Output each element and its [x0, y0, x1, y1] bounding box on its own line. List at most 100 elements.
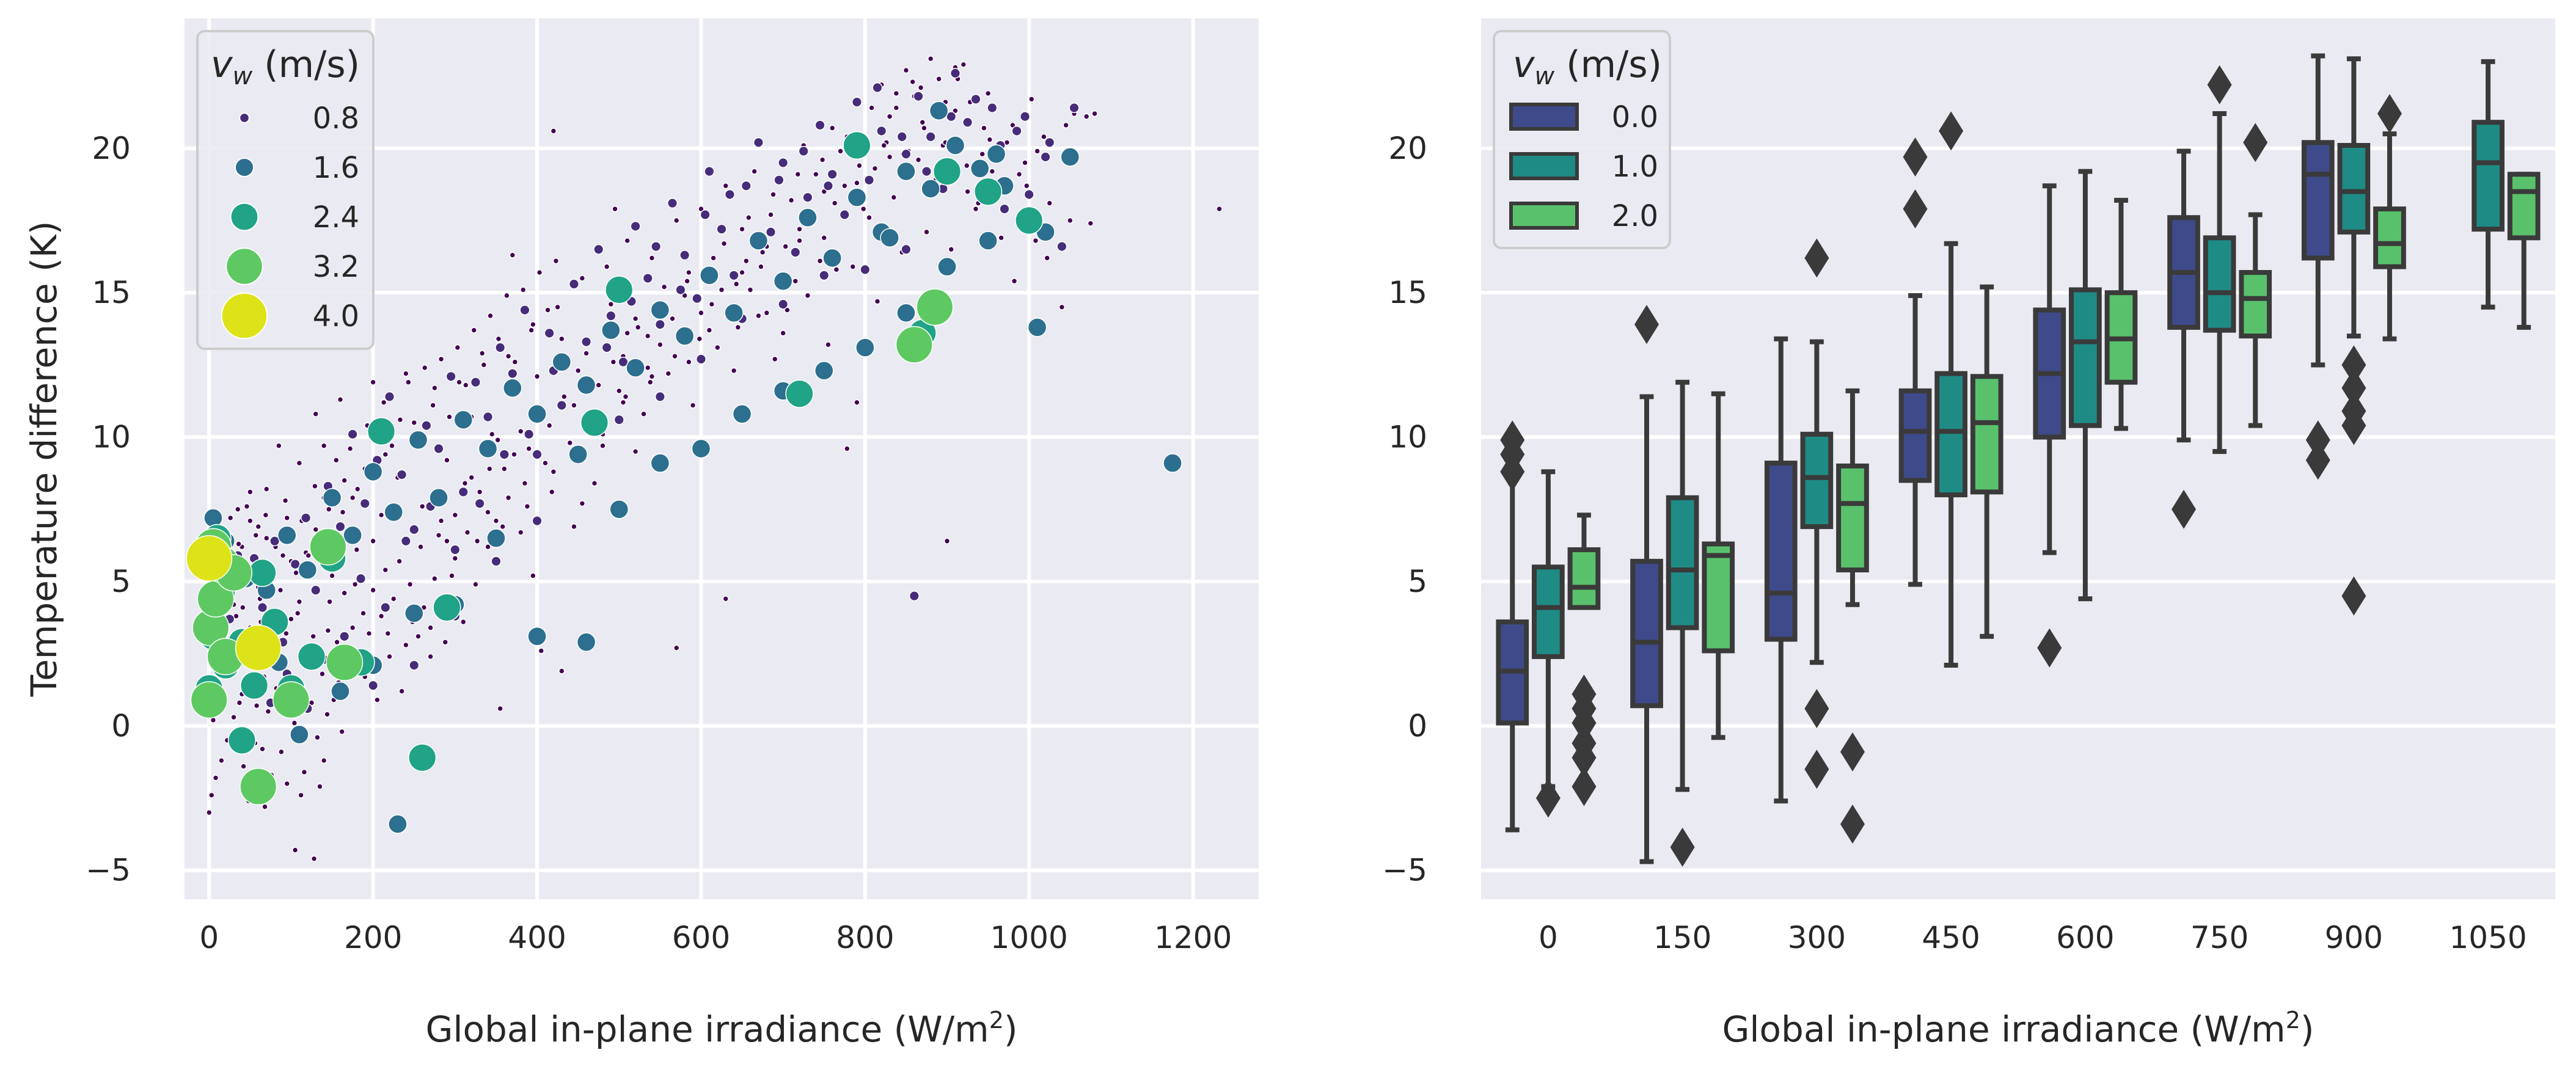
scatter-point [651, 241, 662, 252]
boxplot-box [1800, 431, 1834, 530]
scatter-point [528, 327, 535, 334]
scatter-point [1023, 189, 1034, 200]
scatter-point [298, 560, 318, 580]
scatter-point [650, 300, 670, 320]
boxplot-box-group [1764, 336, 1798, 804]
scatter-point [478, 439, 498, 459]
scatter-point [964, 188, 971, 195]
scatter-point [974, 177, 1003, 206]
scatter-point [692, 293, 703, 304]
scatter-point [796, 225, 803, 233]
scatter-point [741, 180, 752, 191]
boxplot-box-group [1836, 388, 1869, 844]
scatter-point [999, 203, 1010, 214]
boxplot-x-axis-label: Global in-plane irradiance (W/m2) [1722, 1007, 2314, 1050]
scatter-point [1060, 147, 1080, 167]
scatter-point [895, 326, 933, 363]
boxplot-y-tick-label: 5 [1408, 564, 1427, 599]
scatter-point [495, 342, 506, 353]
boxplot-outlier [2305, 440, 2330, 480]
scatter-point [794, 171, 801, 178]
scatter-point [519, 304, 530, 316]
boxplot-x-tick-label: 450 [1922, 920, 1980, 955]
boxplot-box [1836, 463, 1869, 573]
scatter-point [314, 734, 321, 741]
scatter-point [370, 379, 376, 385]
scatter-point [333, 457, 340, 464]
boxplot-box [1702, 541, 1735, 654]
scatter-point [380, 399, 387, 406]
scatter-point [343, 525, 362, 545]
scatter-point [240, 671, 269, 700]
scatter-point [227, 514, 234, 522]
scatter-point [382, 566, 389, 574]
scatter-point [718, 286, 725, 293]
scatter-point [276, 442, 282, 449]
boxplot-y-tick-label: 10 [1388, 420, 1427, 455]
scatter-point [632, 315, 639, 322]
scatter-point [546, 422, 553, 429]
scatter-point [397, 416, 404, 423]
scatter-point [398, 688, 405, 695]
scatter-y-tick-label: 0 [111, 708, 131, 743]
scatter-point [724, 189, 735, 200]
scatter-point [403, 641, 409, 649]
scatter-point [454, 344, 461, 351]
scatter-point [452, 555, 459, 562]
scatter-point [1163, 453, 1182, 473]
scatter-point [527, 404, 547, 424]
scatter-point [435, 532, 442, 539]
scatter-point [724, 303, 744, 323]
scatter-point [243, 503, 251, 510]
scatter-point [378, 511, 385, 519]
scatter-x-tick-label: 800 [836, 920, 894, 955]
scatter-point [403, 370, 409, 377]
scatter-point [986, 144, 1006, 164]
scatter-point [686, 269, 692, 276]
boxplot-legend: vw (m/s) 0.0 1.0 2.0 [1493, 30, 1671, 249]
boxplot-outlier [2037, 628, 2062, 668]
scatter-point [491, 556, 502, 567]
scatter-point [1019, 111, 1031, 122]
scatter-point [334, 639, 340, 646]
scatter-point [624, 330, 631, 337]
scatter-point [778, 157, 789, 168]
scatter-point [782, 243, 789, 250]
scatter-point [486, 528, 506, 548]
scatter-point [609, 499, 629, 519]
scatter-point [630, 221, 641, 232]
scatter-point [284, 514, 290, 522]
scatter-point [322, 488, 342, 508]
scatter-point [716, 224, 727, 235]
scatter-point [470, 377, 481, 388]
scatter-point [349, 624, 356, 631]
boxplot-legend-frame [1493, 30, 1671, 249]
scatter-point [574, 367, 582, 374]
scatter-legend-marker [239, 112, 250, 123]
scatter-y-tick-label: 5 [111, 564, 131, 599]
scatter-point [341, 589, 348, 597]
scatter-point [437, 517, 445, 524]
scatter-point [353, 546, 360, 553]
scatter-point [317, 783, 323, 790]
scatter-point [648, 255, 656, 261]
scatter-point [400, 536, 411, 547]
scatter-point [576, 632, 596, 652]
boxplot-outlier [1500, 420, 1525, 460]
scatter-point [431, 575, 438, 582]
scatter-points [186, 55, 1223, 863]
scatter-panel: 0 200 400 600 800 1000 1200 −5 0 5 10 15 20 Temperat… [23, 18, 1259, 1050]
scatter-point [886, 113, 893, 120]
boxplot-legend-label: 2.0 [1612, 199, 1658, 233]
scatter-point [606, 310, 617, 321]
scatter-point [460, 618, 467, 626]
scatter-point [389, 442, 395, 449]
boxplot-outlier [2377, 94, 2402, 134]
scatter-point [763, 310, 770, 316]
scatter-point [660, 283, 668, 290]
scatter-point [558, 668, 565, 674]
scatter-point [872, 82, 883, 93]
scatter-point [212, 775, 219, 781]
scatter-point [798, 208, 818, 228]
scatter-point [505, 352, 512, 360]
